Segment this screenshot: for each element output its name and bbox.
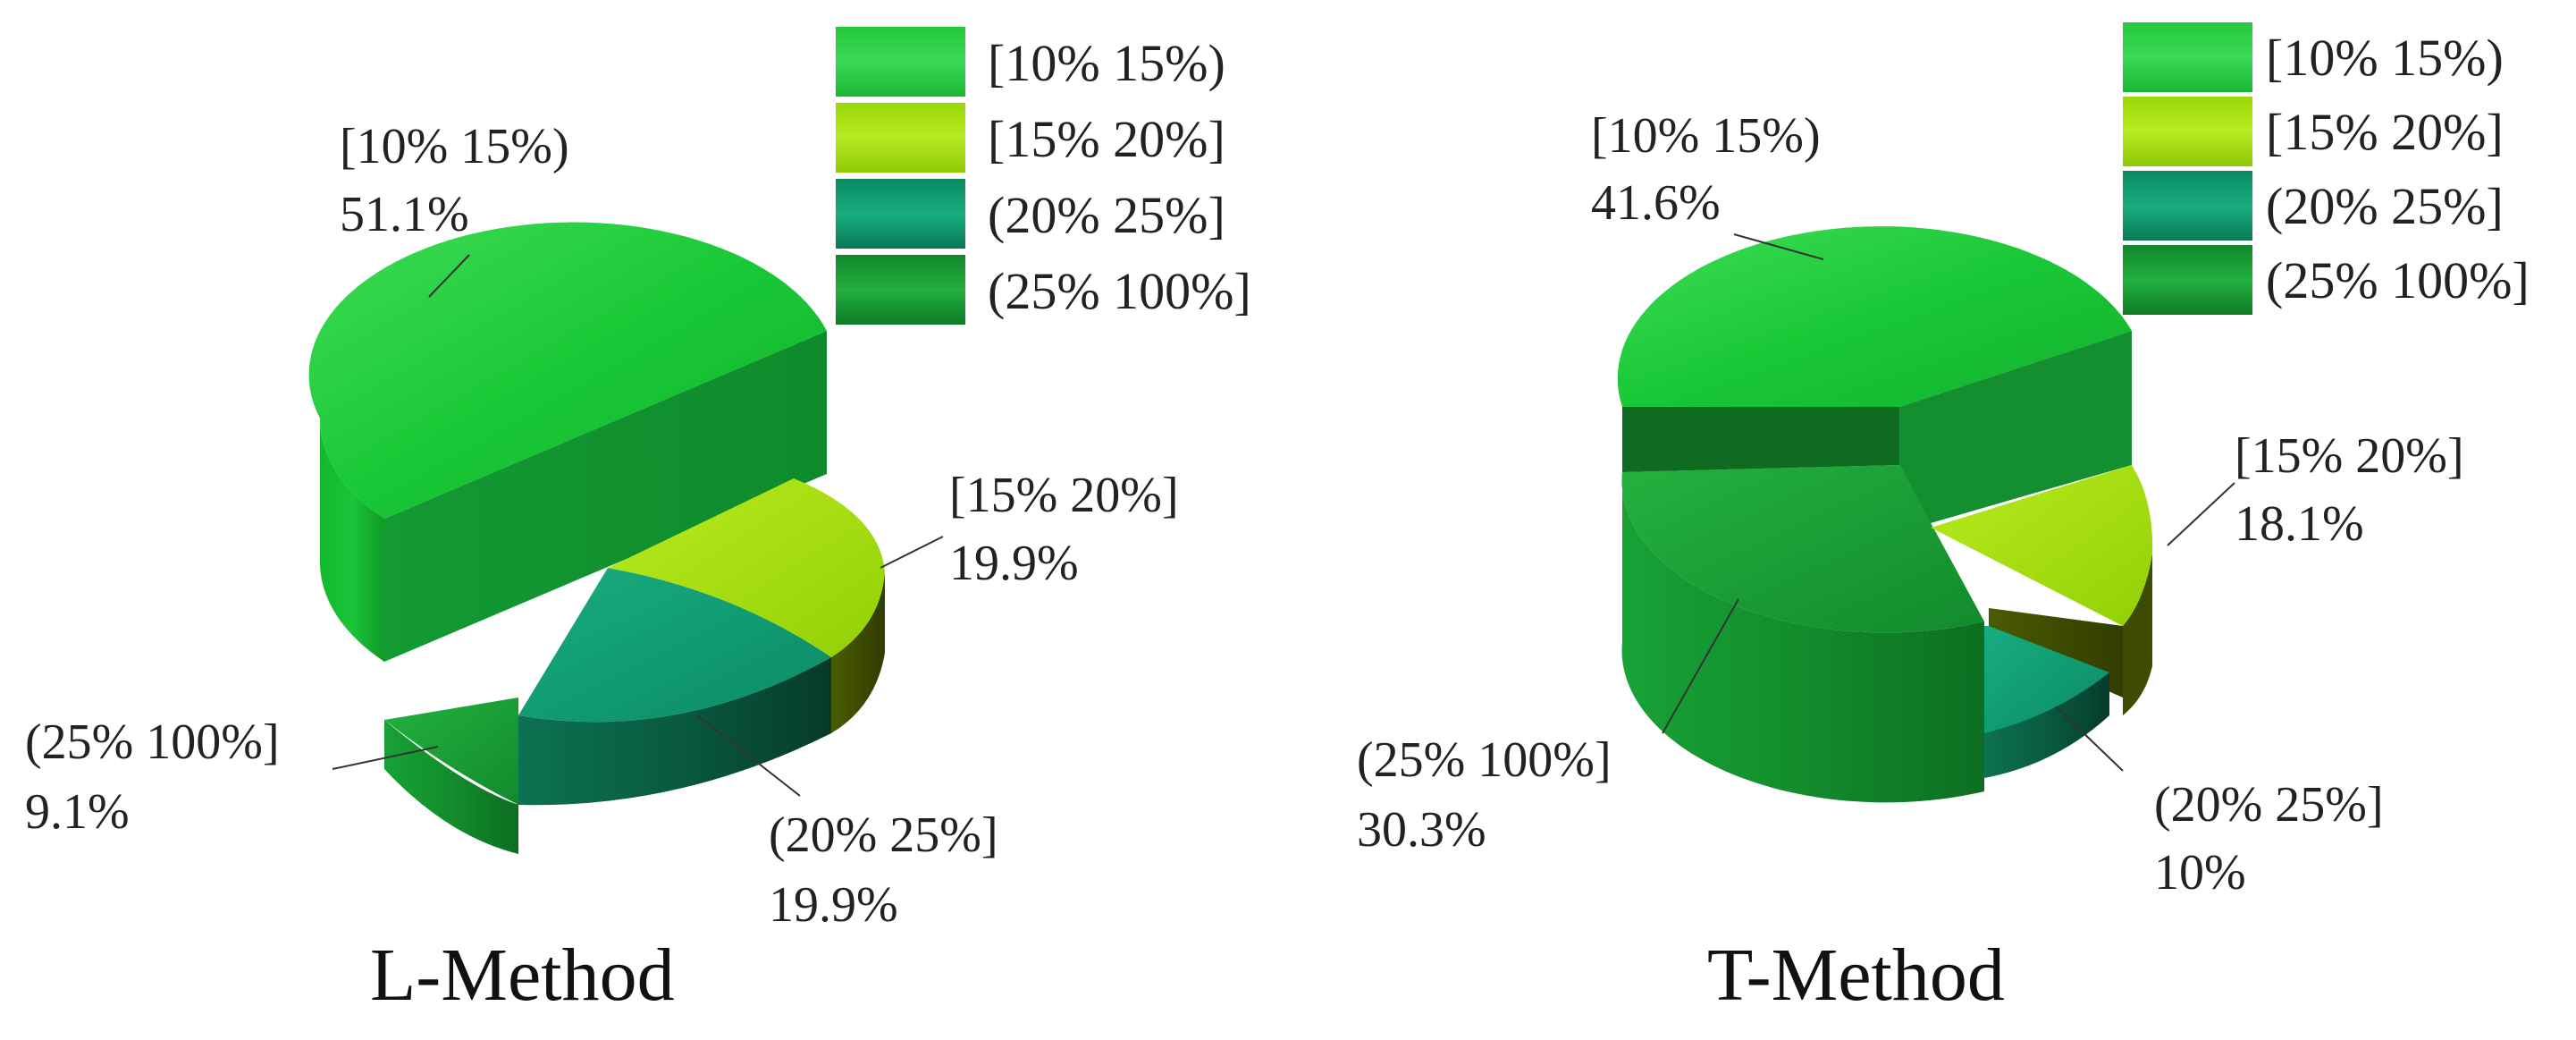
t-slice-25-100	[1621, 465, 1984, 633]
t-legend-swatch-3	[2123, 171, 2252, 241]
l-side-25-100	[384, 720, 518, 854]
t-legend-label-1: [10% 15%)	[2266, 29, 2504, 87]
t-legend-label-2: [15% 20%]	[2266, 103, 2504, 161]
t-label-25-100-cat: (25% 100%]	[1357, 732, 1612, 788]
l-leader-15-20	[880, 536, 944, 569]
l-legend-label-1: [10% 15%)	[988, 34, 1225, 92]
l-legend-label-4: (25% 100%]	[988, 262, 1251, 320]
l-legend-swatch-4	[836, 255, 965, 325]
l-leader-10-15	[428, 254, 470, 298]
l-slice-15-20	[608, 478, 885, 657]
l-label-10-15-val: 51.1%	[340, 187, 469, 242]
l-label-15-20-cat: [15% 20%]	[949, 468, 1179, 523]
t-leader-25-100	[1662, 598, 1739, 734]
t-method-title: T-Method	[1707, 934, 2005, 1017]
l-label-15-20-val: 19.9%	[949, 536, 1079, 591]
l-slice-25-100	[384, 698, 518, 805]
t-side-15-20-outer	[2123, 537, 2152, 715]
l-legend-label-3: (20% 25%]	[988, 186, 1225, 244]
t-legend-swatch-1	[2123, 22, 2252, 92]
l-label-10-15-cat: [10% 15%)	[340, 119, 569, 174]
l-slice-20-25	[518, 568, 831, 723]
l-side-20-25	[518, 657, 831, 806]
t-wall-right	[1899, 331, 2132, 523]
pie-l-method: [10% 15%) 51.1% [15% 20%] 19.9% (20% 25%…	[25, 119, 1179, 1017]
legend-l-method: [10% 15%) [15% 20%] (20% 25%] (25% 100%]	[836, 27, 1251, 325]
t-label-10-15-cat: [10% 15%)	[1591, 108, 1821, 164]
t-side-25-100	[1621, 472, 1984, 803]
l-side-10-15	[319, 419, 384, 662]
l-side-15-20	[831, 572, 885, 733]
t-slice-10-15	[1617, 226, 2132, 407]
t-leader-10-15	[1733, 233, 1824, 260]
t-label-15-20-val: 18.1%	[2235, 496, 2364, 552]
t-leader-15-20	[2167, 482, 2235, 546]
l-legend-swatch-2	[836, 103, 965, 173]
l-wall-25-100	[384, 331, 827, 662]
t-label-25-100-val: 30.3%	[1357, 802, 1486, 858]
l-legend-label-2: [15% 20%]	[988, 110, 1225, 168]
l-label-20-25-val: 19.9%	[769, 877, 898, 933]
l-legend-swatch-3	[836, 179, 965, 249]
l-slice-10-15	[308, 222, 827, 520]
l-label-25-100-val: 9.1%	[25, 784, 130, 840]
l-leader-25-100	[332, 746, 439, 770]
t-leader-20-25	[2055, 706, 2124, 772]
t-slice-20-25	[1984, 626, 2109, 733]
pie-t-method: [10% 15%) 41.6% [15% 20%] 18.1% (20% 25%…	[1357, 108, 2464, 1017]
l-label-25-100-cat: (25% 100%]	[25, 714, 280, 770]
t-legend-label-3: (20% 25%]	[2266, 177, 2504, 235]
t-label-20-25-cat: (20% 25%]	[2154, 777, 2384, 833]
t-legend-swatch-2	[2123, 97, 2252, 166]
t-legend-swatch-4	[2123, 245, 2252, 315]
l-leader-20-25	[696, 714, 801, 797]
l-method-title: L-Method	[370, 934, 675, 1017]
t-label-20-25-val: 10%	[2154, 845, 2246, 900]
t-label-15-20-cat: [15% 20%]	[2235, 428, 2464, 484]
legend-t-method: [10% 15%) [15% 20%] (20% 25%] (25% 100%]	[2123, 22, 2530, 315]
t-legend-label-4: (25% 100%]	[2266, 251, 2530, 309]
t-slice-15-20	[1931, 465, 2153, 626]
l-label-20-25-cat: (20% 25%]	[769, 807, 998, 863]
l-legend-swatch-1	[836, 27, 965, 97]
t-wall-left	[1622, 407, 1899, 472]
t-label-10-15-val: 41.6%	[1591, 175, 1721, 231]
